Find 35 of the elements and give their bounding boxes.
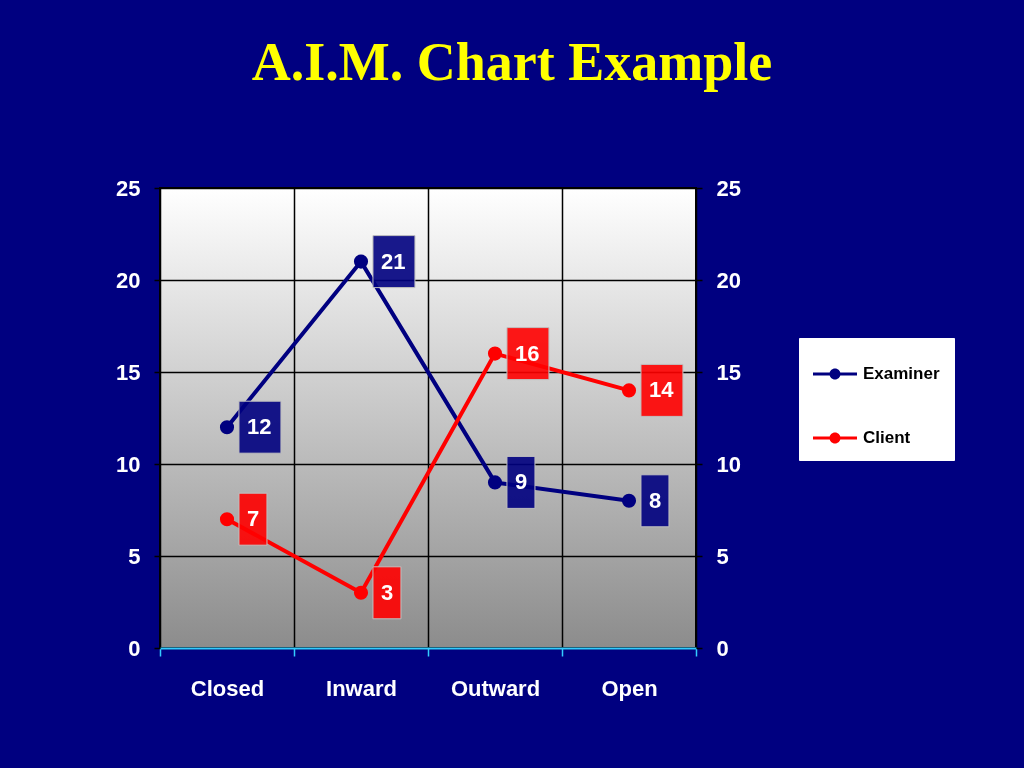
y-tick-label: 15 [116,359,141,385]
y-tick-label: 5 [128,543,141,569]
point [621,383,637,398]
y-tick-label: 25 [116,175,141,201]
y2-tick-label: 15 [716,359,741,385]
data-label: 3 [381,579,394,605]
data-label: 9 [515,469,528,495]
y-tick-label: 0 [128,635,141,661]
y-tick-label: 10 [116,451,141,477]
data-label: 16 [515,340,540,366]
point [487,346,503,361]
point [353,254,369,269]
point [219,512,235,527]
y2-tick-label: 5 [716,543,729,569]
data-label: 8 [649,487,662,513]
data-label: 14 [649,377,675,403]
point [219,420,235,435]
x-tick-label: Outward [450,675,541,701]
y-tick-label: 20 [116,267,141,293]
point [621,493,637,508]
y2-tick-label: 20 [716,267,741,293]
data-label: 21 [381,248,406,274]
x-tick-label: Closed [190,675,265,701]
chart-title: A.I.M. Chart Example [251,32,773,92]
data-label: 12 [247,414,272,440]
y2-tick-label: 10 [716,451,741,477]
point [487,475,503,490]
x-tick-label: Open [601,675,658,701]
legend-label: Examiner [863,364,940,383]
point [353,585,369,600]
data-label: 7 [247,506,260,532]
x-tick-label: Inward [326,675,397,701]
y2-tick-label: 0 [716,635,729,661]
y2-tick-label: 25 [716,175,741,201]
legend-label: Client [863,428,911,447]
